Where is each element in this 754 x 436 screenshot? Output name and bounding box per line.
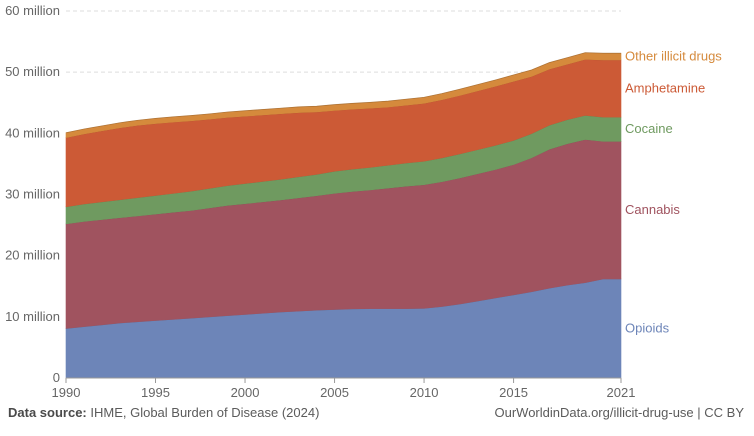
y-tick-label: 40 million [5, 125, 60, 140]
y-tick-label: 0 [53, 370, 60, 385]
series-label-other-illicit-drugs: Other illicit drugs [625, 49, 722, 64]
series-areas [65, 52, 622, 379]
x-tick-label: 1990 [52, 385, 81, 400]
y-tick-label: 50 million [5, 64, 60, 79]
x-tick-label: 2010 [410, 385, 439, 400]
series-label-cannabis: Cannabis [625, 202, 680, 217]
axes: 1990 1995 2000 2005 2010 2015 2021 [52, 377, 636, 400]
data-source-text: IHME, Global Burden of Disease (2024) [86, 405, 320, 420]
series-labels: Opioids Cannabis Cocaine Amphetamine Other i… [625, 49, 722, 336]
data-source-label: Data source: [8, 405, 87, 420]
area-other-illicit-drugs [65, 52, 622, 138]
x-tick-label: 2015 [499, 385, 528, 400]
x-tick-label: 2021 [607, 385, 636, 400]
area-edge-other-illicit-drugs [65, 52, 621, 134]
x-tick-label: 2000 [231, 385, 260, 400]
stacked-area-chart: 0 10 million 20 million 30 million 40 millio… [5, 3, 722, 400]
series-label-amphetamine: Amphetamine [625, 81, 705, 96]
x-tick-label: 2005 [320, 385, 349, 400]
y-tick-label: 10 million [5, 309, 60, 324]
series-label-cocaine: Cocaine [625, 121, 673, 136]
data-source: Data source: IHME, Global Burden of Dise… [8, 405, 319, 420]
y-tick-label: 20 million [5, 248, 60, 263]
credit-link[interactable]: OurWorldinData.org/illicit-drug-use | CC… [494, 405, 745, 420]
y-tick-label: 60 million [5, 3, 60, 18]
x-tick-label: 1995 [141, 385, 170, 400]
y-tick-label: 30 million [5, 187, 60, 202]
series-label-opioids: Opioids [625, 320, 670, 335]
